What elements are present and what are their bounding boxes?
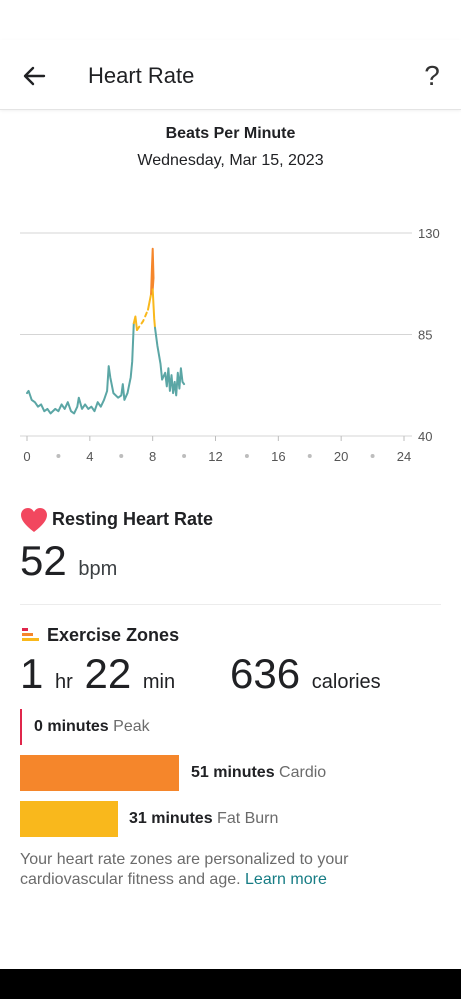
- zone-calories: 636 calories: [230, 650, 381, 698]
- x-minor-dot: [182, 454, 187, 458]
- x-minor-dot: [56, 454, 61, 458]
- zone-minutes-cardio: 51 minutes: [191, 764, 275, 781]
- zone-row-fat-burn: 31 minutes Fat Burn: [20, 801, 441, 837]
- zone-row-peak: 0 minutes Peak: [20, 709, 441, 745]
- section-divider: [20, 604, 441, 605]
- x-minor-dot: [307, 454, 312, 458]
- learn-more-link[interactable]: Learn more: [245, 871, 327, 888]
- resting-heart-rate-title: Resting Heart Rate: [52, 509, 214, 529]
- duration-hours: 1: [20, 650, 44, 697]
- x-tick-label: 16: [271, 449, 285, 464]
- zone-row-cardio: 51 minutes Cardio: [20, 755, 441, 791]
- exercise-zones-title: Exercise Zones: [47, 625, 180, 645]
- arrow-left-icon: [23, 66, 46, 86]
- x-tick-label: 24: [397, 449, 411, 464]
- bars-icon: [22, 628, 39, 641]
- chart-date: Wednesday, Mar 15, 2023: [137, 152, 324, 169]
- x-tick-label: 8: [149, 449, 156, 464]
- zone-name-cardio: Cardio: [279, 764, 327, 781]
- x-minor-dot: [370, 454, 375, 458]
- y-tick-label: 85: [418, 328, 432, 343]
- footnote-text: Your heart rate zones are personalized t…: [20, 851, 349, 888]
- zone-label-peak: 0 minutes Peak: [34, 718, 150, 736]
- zone-bar-cardio: [20, 755, 179, 791]
- resting-bpm-number: 52: [20, 537, 67, 584]
- heart-rate-line-fat-burn: [136, 308, 149, 331]
- heart-icon: [21, 508, 47, 532]
- x-tick-label: 12: [208, 449, 222, 464]
- calories-value: 636: [230, 650, 301, 697]
- zones-footnote: Your heart rate zones are personalized t…: [20, 850, 441, 890]
- x-tick-label: 20: [334, 449, 348, 464]
- resting-heart-rate-section[interactable]: Resting Heart Rate 52 bpm: [20, 505, 441, 605]
- heart-rate-line-normal: [154, 326, 186, 397]
- heart-rate-line-fat-burn: [132, 315, 138, 331]
- zone-name-fat-burn: Fat Burn: [217, 810, 279, 827]
- app-bar: Heart Rate ?: [0, 40, 461, 110]
- help-button[interactable]: ?: [418, 60, 446, 92]
- back-button[interactable]: [18, 60, 50, 92]
- x-minor-dot: [244, 454, 249, 458]
- x-minor-dot: [119, 454, 124, 458]
- duration-hours-unit: hr: [55, 671, 73, 693]
- page-title: Heart Rate: [88, 63, 195, 88]
- resting-bpm-unit: bpm: [78, 558, 118, 580]
- duration-minutes-unit: min: [142, 671, 176, 693]
- zone-label-cardio: 51 minutes Cardio: [191, 764, 326, 782]
- heart-rate-line-fat-burn: [151, 288, 156, 329]
- calories-unit: calories: [311, 671, 381, 693]
- resting-heart-rate-value: 52 bpm: [20, 537, 117, 585]
- zone-label-fat-burn: 31 minutes Fat Burn: [129, 810, 278, 828]
- y-tick-label: 40: [418, 429, 432, 444]
- heart-rate-line-cardio: [150, 247, 155, 295]
- zone-name-peak: Peak: [113, 718, 150, 735]
- chart-title: Beats Per Minute: [165, 125, 296, 142]
- heart-rate-line-normal: [26, 322, 135, 415]
- zone-bar-peak: [20, 709, 22, 745]
- question-mark-icon: ?: [424, 60, 440, 91]
- heart-rate-line-fat-burn: [147, 292, 153, 311]
- heart-rate-chart[interactable]: 130 85 40 0 4 8 12 16 20 24: [0, 215, 461, 470]
- y-tick-label: 130: [418, 226, 440, 241]
- x-tick-label: 0: [23, 449, 30, 464]
- zone-minutes-peak: 0 minutes: [34, 718, 109, 735]
- zone-duration: 1 hr 22 min: [20, 650, 175, 698]
- zone-minutes-fat-burn: 31 minutes: [129, 810, 213, 827]
- x-tick-label: 4: [86, 449, 93, 464]
- zone-bar-fat-burn: [20, 801, 118, 837]
- system-nav-bar: [0, 969, 461, 999]
- duration-minutes: 22: [84, 650, 132, 697]
